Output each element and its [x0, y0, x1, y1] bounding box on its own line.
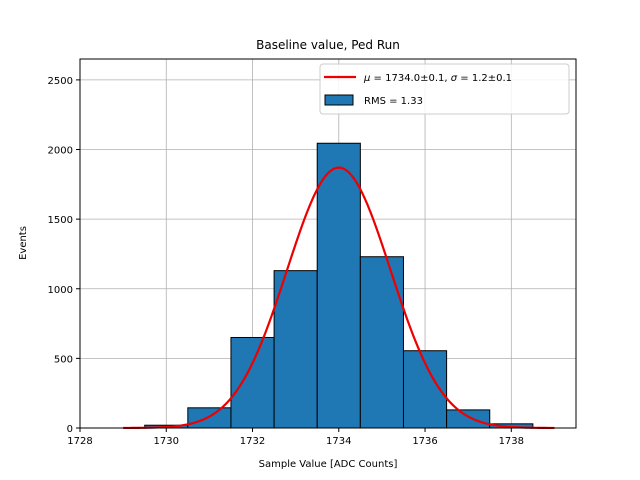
x-tick-label: 1730	[154, 436, 179, 447]
y-axis-ticks: 0 500 1000 1500 2000 2500	[48, 76, 80, 435]
y-tick-label: 2000	[48, 146, 73, 157]
histogram-bar	[230, 336, 275, 429]
legend-sigma-symbol: σ	[451, 73, 458, 84]
x-tick-label: 1728	[67, 436, 92, 447]
y-tick-label: 500	[54, 354, 73, 365]
gaussian-fit-curve	[123, 166, 555, 430]
x-tick-label: 1734	[326, 436, 351, 447]
histogram-bars	[144, 142, 534, 429]
histogram-bar	[316, 142, 361, 429]
legend-fit-label: μ = 1734.0±0.1, σ = 1.2±0.1	[363, 73, 512, 84]
x-tick-label: 1732	[240, 436, 265, 447]
x-tick-label: 1736	[412, 436, 437, 447]
legend-mu-symbol: μ	[363, 73, 370, 84]
histogram-bar	[446, 409, 491, 429]
histogram-bar	[359, 256, 404, 429]
legend-sigma-value: = 1.2±0.1	[457, 73, 512, 84]
y-tick-label: 0	[67, 424, 73, 435]
chart-title: Baseline value, Ped Run	[256, 38, 400, 52]
plot-frame	[79, 58, 577, 429]
histogram-bar	[273, 270, 318, 429]
y-tick-label: 1500	[48, 215, 73, 226]
histogram-bar	[187, 407, 232, 429]
x-axis-label: Sample Value [ADC Counts]	[259, 459, 398, 470]
x-axis-ticks: 1728 1730 1732 1734 1736 1738	[67, 428, 524, 447]
x-tick-label: 1738	[499, 436, 524, 447]
legend: μ = 1734.0±0.1, σ = 1.2±0.1 RMS = 1.33	[319, 63, 570, 115]
legend-frame	[319, 63, 570, 115]
y-tick-label: 1000	[48, 285, 73, 296]
legend-mu-value: = 1734.0±0.1,	[370, 73, 450, 84]
legend-histogram-swatch	[324, 94, 354, 106]
legend-histogram-label: RMS = 1.33	[364, 96, 423, 107]
y-tick-label: 2500	[48, 76, 73, 87]
y-axis-label: Events	[18, 226, 29, 260]
